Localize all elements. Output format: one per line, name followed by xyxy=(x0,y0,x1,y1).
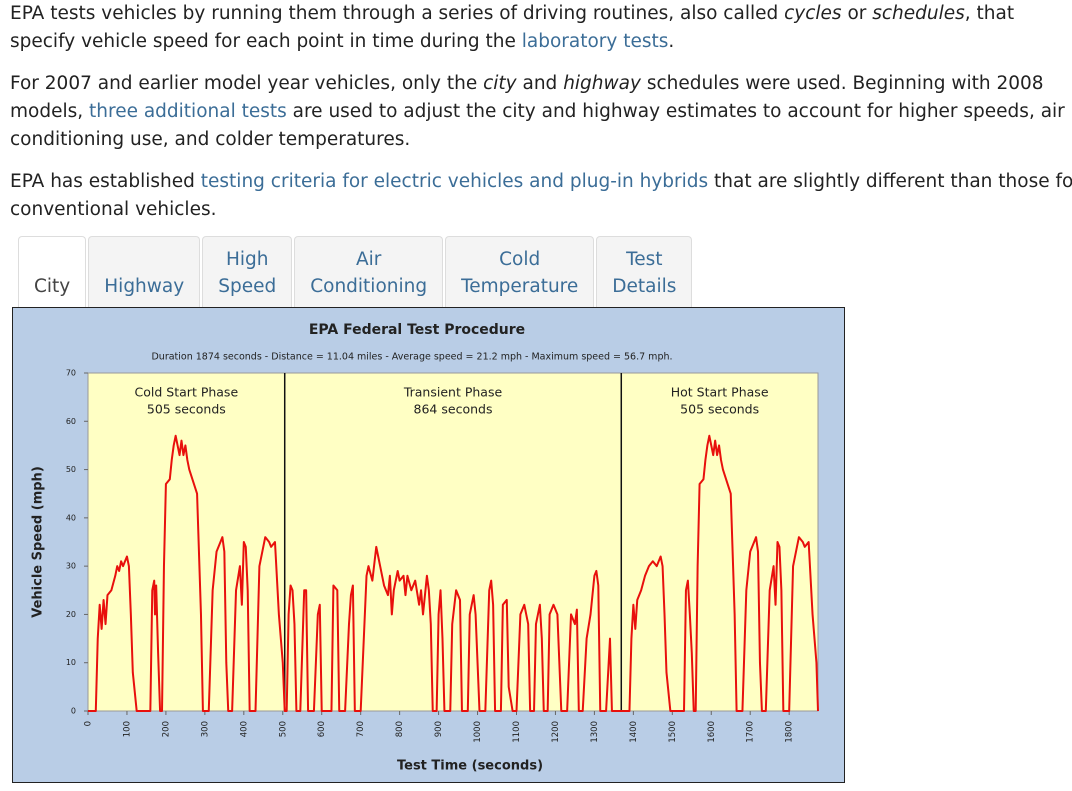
text: are used to adjust the city and highway … xyxy=(10,101,1065,150)
y-tick-label: 30 xyxy=(66,562,76,571)
y-axis-label: Vehicle Speed (mph) xyxy=(31,466,46,618)
x-tick-label: 1400 xyxy=(629,721,639,743)
tab[interactable]: Test Details xyxy=(596,236,693,308)
plot-area xyxy=(87,372,819,712)
x-tick-label: 1100 xyxy=(512,721,522,743)
x-tick-label: 700 xyxy=(356,721,366,737)
x-tick-label: 1600 xyxy=(707,721,717,743)
tab-label: Air Conditioning xyxy=(310,249,428,297)
phase-duration: 864 seconds xyxy=(414,402,493,417)
phase-name: Transient Phase xyxy=(403,385,503,400)
chart: EPA Federal Test Procedure Duration 1874… xyxy=(12,307,845,783)
x-tick-label: 1200 xyxy=(551,721,561,743)
y-tick-label: 10 xyxy=(66,658,76,667)
x-tick-label: 1700 xyxy=(746,721,756,743)
text: and xyxy=(516,73,564,94)
tab-bar: City Highway High Speed Air Conditioning Col… xyxy=(18,236,693,308)
phase-name: Cold Start Phase xyxy=(135,385,239,400)
tab-label: Highway xyxy=(104,276,185,297)
link[interactable]: laboratory tests xyxy=(521,31,669,52)
x-tick-label: 900 xyxy=(434,721,444,737)
paragraph: EPA tests vehicles by running them throu… xyxy=(10,0,1072,56)
x-tick-label: 1000 xyxy=(473,721,483,743)
x-tick-label: 500 xyxy=(278,721,288,737)
phase-name: Hot Start Phase xyxy=(671,385,769,400)
text: or xyxy=(841,3,873,24)
link[interactable]: three additional tests xyxy=(89,101,287,122)
content: EPA tests vehicles by running them throu… xyxy=(10,0,1072,238)
text: . xyxy=(668,31,675,52)
chart-title: EPA Federal Test Procedure xyxy=(309,322,525,338)
tab[interactable]: Cold Temperature xyxy=(445,236,595,308)
tab-label: Test Details xyxy=(612,249,677,297)
paragraph: For 2007 and earlier model year vehicles… xyxy=(10,70,1072,154)
tab-label: City xyxy=(34,276,71,297)
tab[interactable]: City xyxy=(18,236,87,308)
paragraph: EPA has established testing criteria for… xyxy=(10,168,1072,224)
y-tick-label: 70 xyxy=(66,369,76,378)
y-tick-label: 50 xyxy=(66,465,76,474)
tab-label: Cold Temperature xyxy=(461,249,579,297)
tab[interactable]: Highway xyxy=(88,236,201,308)
chart-subtitle: Duration 1874 seconds - Distance = 11.04… xyxy=(151,352,672,363)
phase-duration: 505 seconds xyxy=(680,402,759,417)
x-tick-label: 300 xyxy=(200,721,210,737)
x-axis-label: Test Time (seconds) xyxy=(397,759,543,774)
text: schedules xyxy=(872,3,965,24)
x-tick-label: 1500 xyxy=(668,721,678,743)
text: For 2007 and earlier model year vehicles… xyxy=(10,73,484,94)
text: city xyxy=(483,73,517,94)
x-tick-label: 600 xyxy=(317,721,327,737)
x-tick-label: 200 xyxy=(161,721,171,737)
x-tick-label: 1800 xyxy=(785,721,795,743)
text: EPA has established xyxy=(10,171,201,192)
text: cycles xyxy=(784,3,842,24)
tab-label: High Speed xyxy=(218,249,277,297)
text: , that specify vehicle speed for each po… xyxy=(10,3,1015,52)
y-tick-label: 0 xyxy=(71,707,76,716)
x-tick-label: 800 xyxy=(395,721,405,737)
y-tick-label: 40 xyxy=(66,513,76,522)
x-tick-label: 100 xyxy=(122,721,132,737)
x-tick-label: 400 xyxy=(239,721,249,737)
y-tick-label: 20 xyxy=(66,610,76,619)
x-tick-label: 1300 xyxy=(590,721,600,743)
tab[interactable]: High Speed xyxy=(202,236,293,308)
y-tick-label: 60 xyxy=(66,417,76,426)
link[interactable]: testing criteria for electric vehicles a… xyxy=(200,171,709,192)
text: highway xyxy=(563,73,641,94)
text: EPA tests vehicles by running them throu… xyxy=(10,3,785,24)
text: that are slightly different than those f… xyxy=(10,171,1072,220)
phase-duration: 505 seconds xyxy=(147,402,226,417)
x-tick-label: 0 xyxy=(84,721,94,726)
speed-line xyxy=(88,434,819,712)
tab[interactable]: Air Conditioning xyxy=(294,236,444,308)
text: schedules were used. Beginning with 2008… xyxy=(10,73,1044,122)
